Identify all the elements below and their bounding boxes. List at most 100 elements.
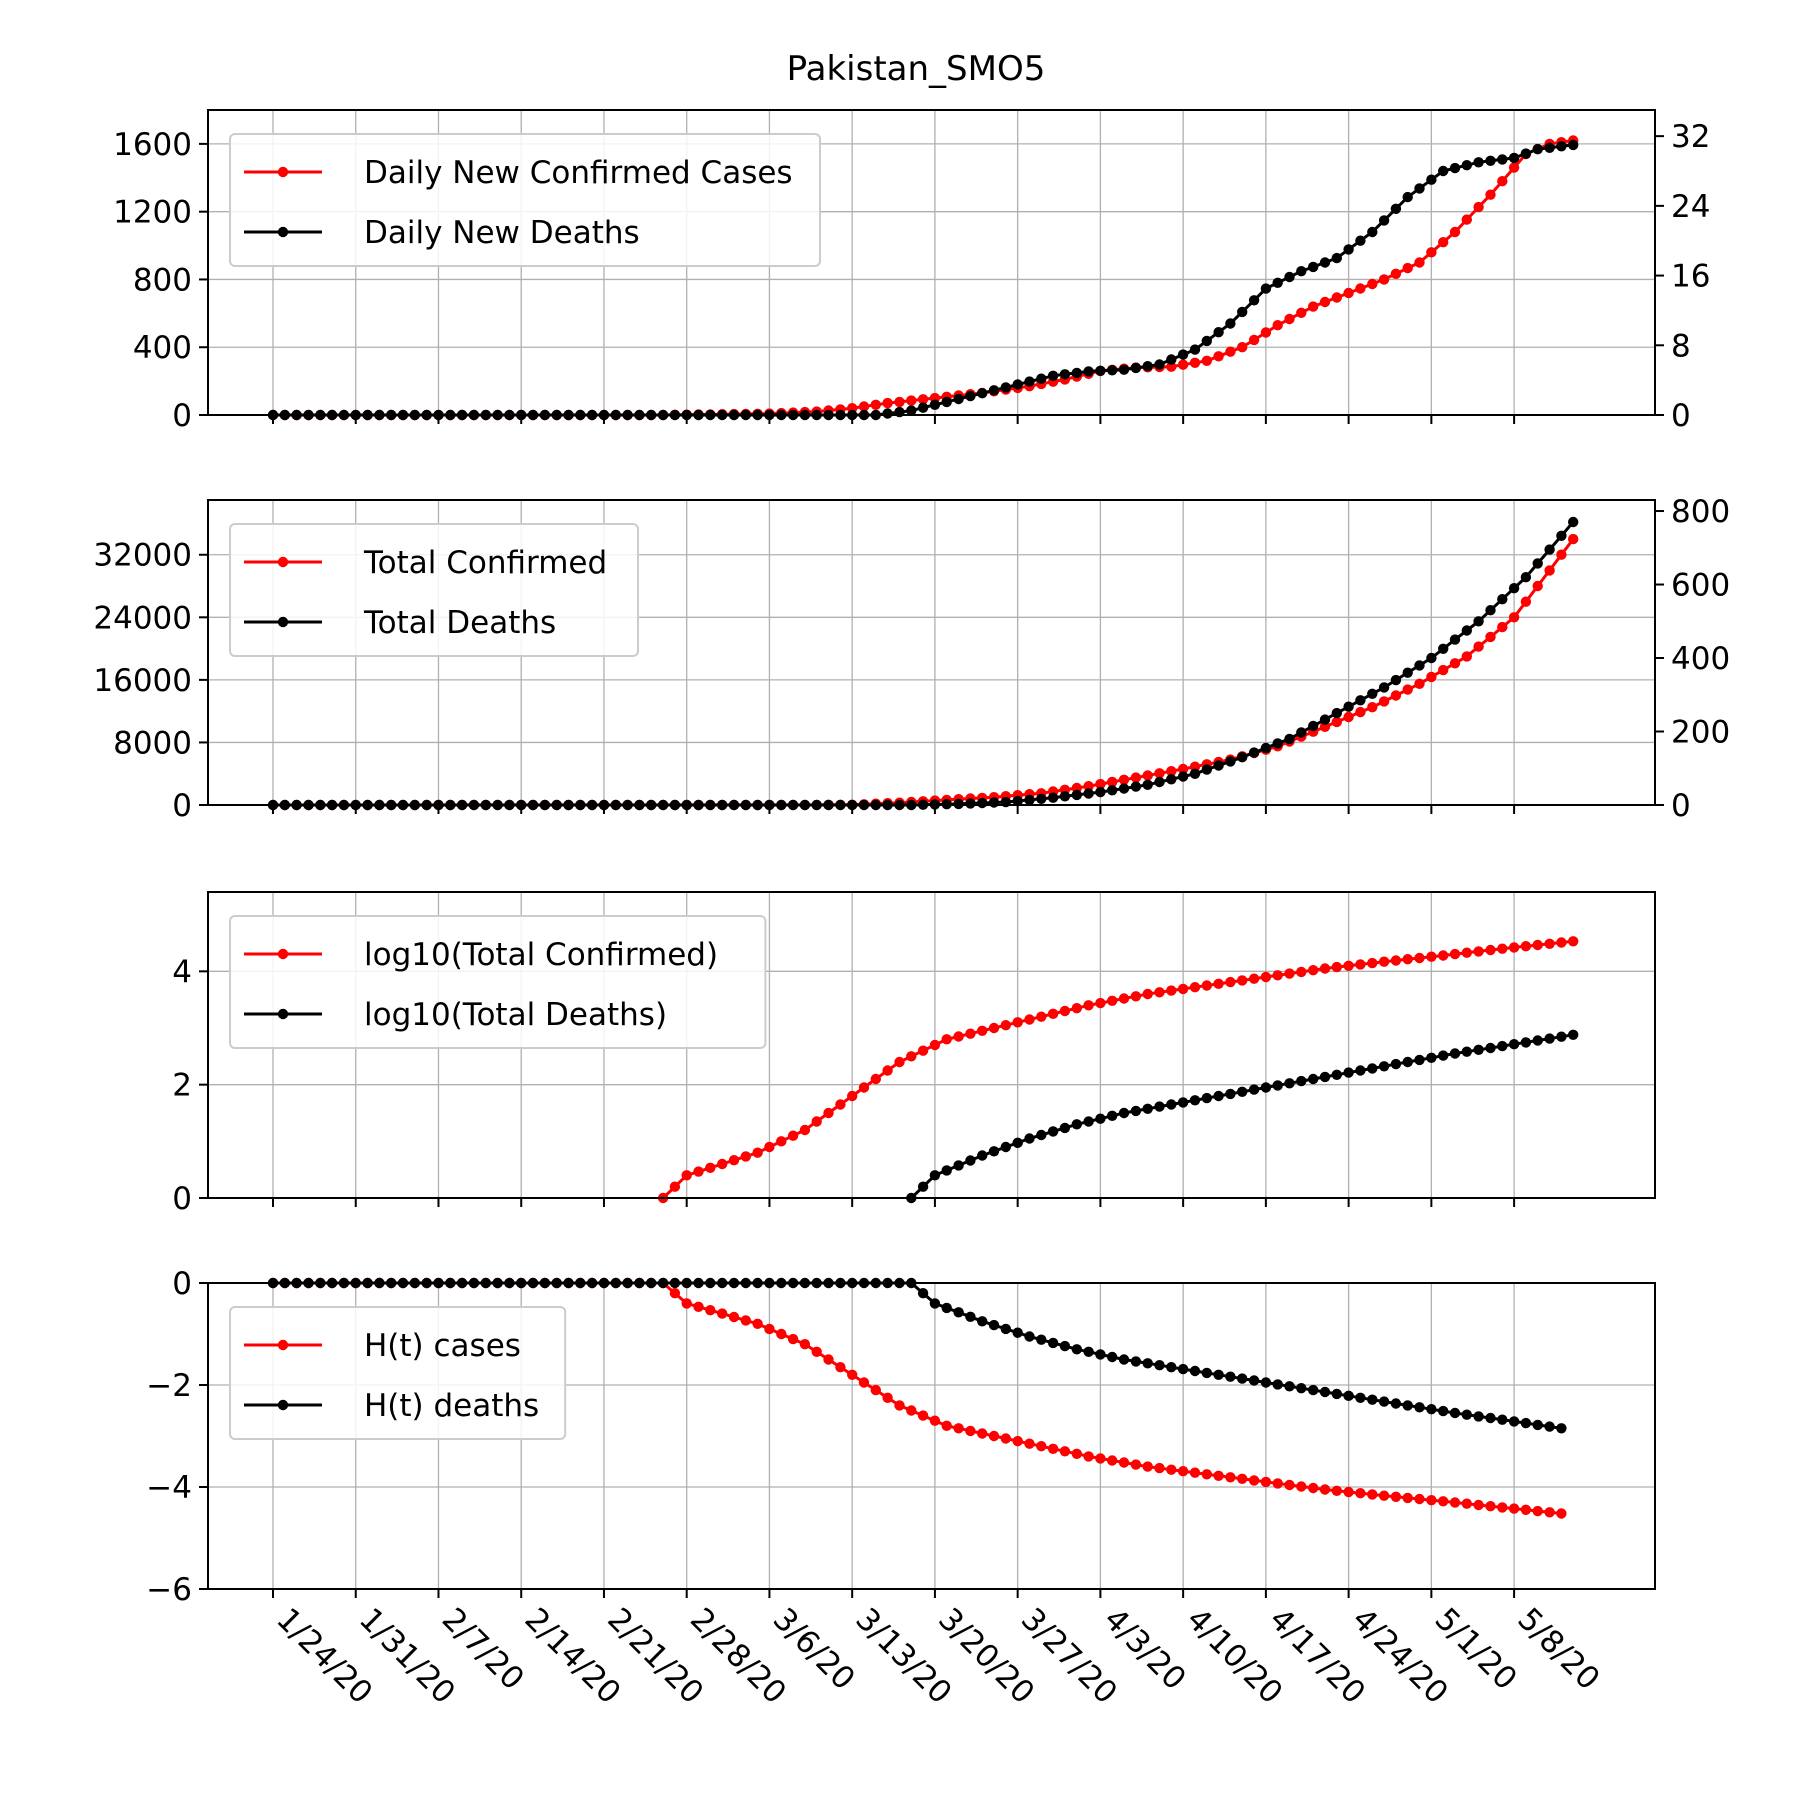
data-point bbox=[882, 1392, 893, 1404]
data-point bbox=[1237, 975, 1248, 986]
data-point bbox=[1260, 1476, 1272, 1488]
data-point bbox=[1166, 1362, 1177, 1373]
data-point bbox=[1568, 936, 1579, 947]
data-point bbox=[1355, 235, 1366, 246]
data-point bbox=[1142, 1103, 1153, 1115]
data-point bbox=[1296, 727, 1307, 738]
data-point bbox=[1130, 1105, 1142, 1117]
data-point bbox=[1225, 976, 1236, 988]
data-point bbox=[1012, 1137, 1023, 1149]
y-tick-label: 8000 bbox=[113, 725, 192, 761]
y-tick-label: 32000 bbox=[93, 538, 192, 574]
data-point bbox=[1520, 1417, 1532, 1429]
data-point bbox=[1556, 1031, 1567, 1042]
data-point bbox=[1036, 793, 1047, 804]
data-point bbox=[1331, 1388, 1343, 1400]
data-point bbox=[1449, 1497, 1461, 1508]
data-point bbox=[1508, 942, 1520, 953]
data-point bbox=[1177, 359, 1189, 370]
data-point bbox=[1024, 376, 1035, 387]
data-point bbox=[1497, 1040, 1508, 1052]
data-point bbox=[1095, 1349, 1106, 1360]
data-point bbox=[1047, 1126, 1059, 1137]
data-point bbox=[1438, 1405, 1449, 1417]
data-point bbox=[965, 1028, 976, 1039]
data-point bbox=[870, 399, 881, 410]
data-point bbox=[1319, 963, 1331, 974]
data-point bbox=[1036, 1129, 1047, 1141]
legend: Total Confirmed Total Deaths bbox=[229, 523, 639, 657]
legend-label: Daily New Confirmed Cases bbox=[364, 155, 793, 191]
data-point bbox=[929, 1298, 941, 1309]
data-point bbox=[1520, 148, 1532, 159]
data-point bbox=[1485, 631, 1496, 643]
data-point bbox=[988, 385, 1000, 396]
data-point bbox=[1544, 565, 1555, 576]
data-point bbox=[1473, 616, 1484, 627]
data-point bbox=[728, 1311, 740, 1323]
data-point bbox=[1213, 1369, 1224, 1381]
y-tick-label: 1200 bbox=[113, 195, 192, 231]
data-point bbox=[929, 1039, 941, 1051]
data-point bbox=[906, 1051, 917, 1062]
data-point bbox=[1426, 1404, 1437, 1415]
data-point bbox=[1284, 271, 1295, 283]
data-point bbox=[1248, 1375, 1260, 1386]
data-point bbox=[1237, 1473, 1248, 1485]
data-point bbox=[941, 1165, 952, 1176]
legend-box bbox=[229, 915, 767, 1049]
data-point bbox=[1438, 664, 1449, 676]
series-cases bbox=[657, 936, 1579, 1204]
data-point bbox=[1319, 257, 1331, 268]
data-point bbox=[681, 1298, 692, 1309]
data-point bbox=[1449, 1407, 1461, 1419]
data-point bbox=[1213, 327, 1224, 338]
data-point bbox=[1343, 711, 1354, 723]
data-point bbox=[1059, 369, 1071, 380]
data-point bbox=[1296, 966, 1307, 978]
data-point bbox=[1355, 1392, 1366, 1404]
data-point bbox=[717, 1158, 728, 1170]
data-point bbox=[1426, 951, 1437, 962]
data-point bbox=[1438, 643, 1449, 654]
data-point bbox=[1319, 1484, 1331, 1495]
data-point bbox=[1201, 1469, 1213, 1480]
y-tick-label-right: 8 bbox=[1671, 328, 1691, 364]
data-point bbox=[882, 408, 893, 419]
data-point bbox=[1461, 1498, 1473, 1509]
data-point bbox=[1390, 955, 1402, 966]
data-point bbox=[1047, 792, 1059, 803]
data-point bbox=[929, 1415, 941, 1426]
data-point bbox=[1319, 721, 1331, 732]
data-point bbox=[740, 1315, 751, 1326]
y-tick-label: 0 bbox=[172, 398, 192, 434]
data-point bbox=[1473, 1411, 1484, 1422]
data-point bbox=[1142, 779, 1153, 790]
data-point bbox=[669, 1288, 681, 1299]
data-point bbox=[917, 1410, 929, 1421]
data-point bbox=[728, 1155, 740, 1166]
data-point bbox=[1568, 533, 1579, 545]
data-point bbox=[988, 1319, 1000, 1331]
data-point bbox=[693, 1166, 704, 1177]
data-point bbox=[1367, 278, 1378, 290]
data-point bbox=[1296, 1481, 1307, 1492]
data-point bbox=[1556, 937, 1567, 948]
data-point bbox=[1201, 980, 1213, 991]
y-tick-label-right: 600 bbox=[1671, 568, 1730, 604]
data-point bbox=[1532, 1505, 1543, 1517]
data-point bbox=[1083, 1451, 1094, 1462]
data-point bbox=[858, 401, 870, 412]
y-tick-label: 0 bbox=[172, 1266, 192, 1302]
data-point bbox=[1189, 344, 1201, 355]
data-point bbox=[1142, 988, 1153, 1000]
data-point bbox=[1284, 313, 1295, 325]
data-point bbox=[1296, 1075, 1307, 1087]
data-point bbox=[1177, 349, 1189, 360]
data-point bbox=[1130, 781, 1142, 792]
data-point bbox=[1237, 752, 1248, 763]
data-point bbox=[1024, 1331, 1035, 1342]
data-point bbox=[1225, 756, 1236, 767]
data-point bbox=[1213, 351, 1224, 362]
data-point bbox=[1544, 1421, 1555, 1432]
